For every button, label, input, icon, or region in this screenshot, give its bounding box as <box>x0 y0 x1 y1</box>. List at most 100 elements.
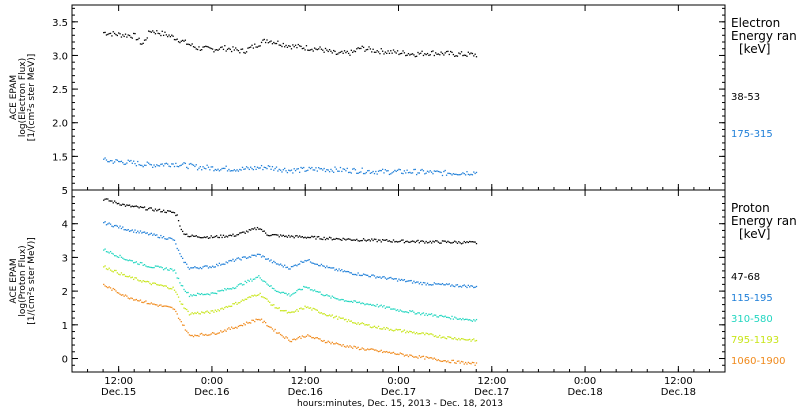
data-point <box>162 269 165 271</box>
data-point <box>235 287 237 289</box>
data-point <box>426 356 429 359</box>
data-point <box>322 169 324 171</box>
data-point <box>395 328 397 330</box>
data-point <box>292 265 294 268</box>
data-point <box>135 39 138 41</box>
data-point <box>430 357 433 359</box>
data-point <box>262 255 264 257</box>
data-point <box>436 283 438 285</box>
data-point <box>168 165 170 167</box>
data-point <box>105 286 108 288</box>
data-point <box>236 234 238 236</box>
data-point <box>152 282 154 284</box>
data-point <box>373 275 376 277</box>
data-point <box>335 237 338 240</box>
data-point <box>149 163 151 166</box>
data-point <box>218 290 221 292</box>
data-point <box>372 348 374 350</box>
data-point <box>339 238 342 241</box>
data-point <box>391 277 393 280</box>
data-point <box>120 160 123 162</box>
data-point <box>444 315 446 317</box>
x-tick-date: Dec.17 <box>381 387 416 398</box>
data-point <box>108 222 110 224</box>
data-point <box>298 307 301 310</box>
data-point <box>184 290 187 292</box>
data-point <box>313 169 316 171</box>
data-point <box>333 343 335 345</box>
data-point <box>458 286 460 288</box>
data-point <box>455 362 457 364</box>
data-point <box>126 275 128 278</box>
data-point <box>452 359 455 361</box>
data-point <box>119 254 121 257</box>
legend-title: [keV] <box>739 227 770 241</box>
data-point <box>369 348 372 350</box>
data-point <box>301 261 304 263</box>
data-point <box>456 55 459 57</box>
data-point <box>199 49 201 51</box>
data-point <box>421 168 423 171</box>
data-point <box>473 361 475 364</box>
data-point <box>405 240 407 243</box>
data-point <box>347 300 350 303</box>
data-point <box>313 47 316 49</box>
data-point <box>445 50 448 53</box>
data-point <box>414 241 416 244</box>
data-point <box>271 43 274 45</box>
data-point <box>368 324 370 326</box>
x-axis: 12:00Dec.150:00Dec.1612:00Dec.160:00Dec.… <box>101 376 696 398</box>
data-point <box>248 46 250 49</box>
data-point <box>192 267 195 269</box>
data-point <box>165 305 167 307</box>
data-point <box>365 49 367 51</box>
data-point <box>194 312 196 314</box>
legend-item: 38-53 <box>731 92 760 103</box>
data-point <box>352 239 354 241</box>
data-point <box>181 230 184 233</box>
data-point <box>264 41 267 44</box>
data-point <box>241 48 244 50</box>
data-point <box>304 170 306 172</box>
data-point <box>138 232 140 234</box>
data-point <box>118 202 120 205</box>
x-tick-time: 0:00 <box>574 376 596 387</box>
data-point <box>177 249 180 251</box>
data-point <box>168 237 170 239</box>
data-point <box>127 34 129 36</box>
data-point <box>387 277 389 280</box>
data-point <box>113 288 116 291</box>
data-point <box>367 303 369 305</box>
data-point <box>141 43 143 45</box>
data-point <box>164 267 166 270</box>
data-point <box>341 269 343 271</box>
data-point <box>158 33 161 35</box>
legend-item: 175-315 <box>731 129 773 140</box>
data-point <box>154 282 157 285</box>
data-point <box>254 320 256 323</box>
data-point <box>133 205 135 208</box>
data-point <box>312 307 314 310</box>
data-point <box>274 307 276 309</box>
data-point <box>173 165 176 168</box>
data-point <box>353 167 355 170</box>
data-point <box>304 305 306 307</box>
data-point <box>216 235 218 237</box>
data-point <box>179 282 181 284</box>
data-point <box>143 301 146 303</box>
data-point <box>281 310 283 312</box>
data-point <box>395 278 397 280</box>
data-point <box>387 240 389 242</box>
data-point <box>254 254 256 256</box>
data-point <box>271 234 274 236</box>
data-point <box>414 356 416 358</box>
data-point <box>202 236 204 239</box>
data-point <box>104 198 106 200</box>
data-point <box>462 338 464 340</box>
data-point <box>248 168 250 171</box>
data-point <box>258 294 260 296</box>
data-point <box>133 231 135 233</box>
data-point <box>409 171 411 174</box>
data-point <box>352 51 354 53</box>
